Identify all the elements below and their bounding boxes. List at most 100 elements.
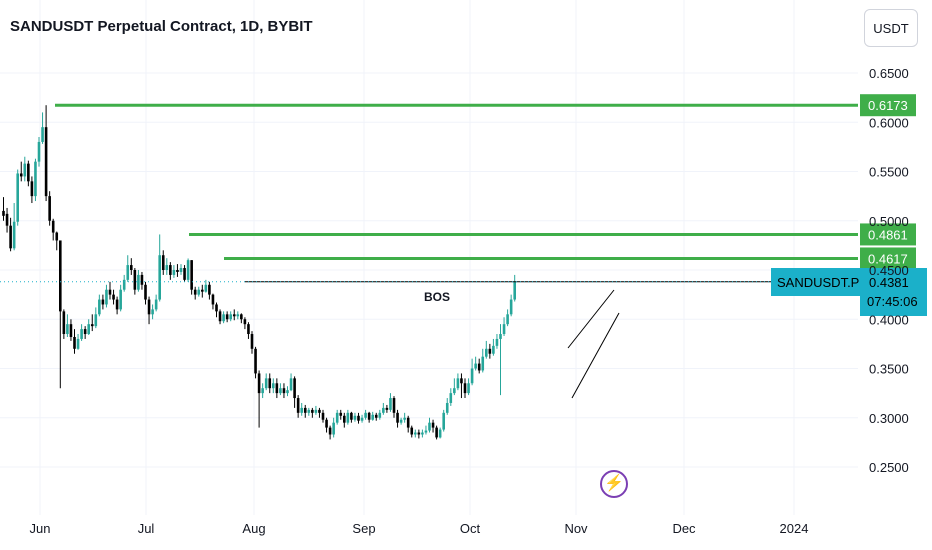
annotations: BOS SANDUSDT.P 0.4381 07:45:06 (0, 268, 927, 399)
candle-body (254, 348, 257, 374)
candle-body (137, 274, 140, 290)
horizontal-levels: 0.6173 0.4861 0.4617 (55, 94, 916, 270)
candle-body (225, 314, 229, 320)
candle-body (176, 270, 179, 272)
candle-body (325, 419, 328, 428)
x-tick-label: Jul (138, 521, 155, 536)
candle-body (218, 311, 222, 322)
candle-body (477, 363, 481, 371)
countdown-label: 07:45:06 (867, 294, 918, 309)
candle-body (506, 314, 509, 325)
candle-body (343, 415, 346, 423)
candle-body (112, 294, 115, 300)
candle-body (190, 260, 193, 290)
candle-body (339, 412, 343, 416)
candle-body (37, 141, 41, 162)
candle-body (122, 279, 126, 290)
candle-body (399, 419, 403, 423)
y-tick-label: 0.3500 (869, 362, 909, 377)
candle-body (485, 348, 488, 357)
candle-body (403, 417, 406, 420)
candle-body (396, 412, 399, 423)
candle-body (382, 407, 385, 413)
candle-body (62, 311, 66, 335)
candle-body (449, 393, 453, 403)
candle-body (350, 412, 353, 420)
candle-body (48, 196, 51, 221)
symbol-tag (771, 268, 860, 296)
candle-body (69, 324, 73, 337)
candle-body (41, 127, 44, 142)
candle-body (389, 398, 392, 410)
candle-body (335, 412, 339, 423)
tradingview-bolt-icon[interactable]: ⚡ (600, 470, 628, 498)
candle-body (98, 299, 101, 315)
candle-body (481, 356, 485, 371)
candle-body (30, 181, 34, 197)
level-price-tag (860, 94, 916, 117)
candle-body (300, 407, 303, 413)
candle-body (208, 284, 211, 295)
candle-body (27, 163, 30, 182)
candle-body (463, 383, 467, 394)
candle-body (261, 388, 264, 394)
candle-body (417, 432, 421, 435)
candle-body (2, 210, 5, 216)
candle-body (247, 324, 250, 335)
candle-body (513, 281, 516, 300)
wedge-lower-line (571, 312, 620, 399)
y-tick-label: 0.4500 (869, 263, 909, 278)
currency-selector-button[interactable]: USDT (864, 9, 918, 47)
candle-body (55, 232, 59, 241)
candle-body (275, 383, 279, 394)
candle-body (495, 338, 499, 346)
candle-body (5, 213, 9, 226)
candle-body (229, 314, 232, 320)
candle-body (264, 378, 268, 389)
candle-body (499, 334, 502, 339)
candle-body (243, 319, 247, 325)
candle-body (374, 414, 378, 418)
level-price-label: 0.6173 (868, 98, 908, 113)
candle-body (105, 289, 108, 305)
candle-body (108, 289, 112, 295)
candle-body (371, 414, 374, 420)
x-tick-label: Sep (352, 521, 375, 536)
candle-body (424, 430, 428, 433)
candle-body (133, 270, 137, 290)
candle-body (126, 265, 130, 280)
x-tick-label: Oct (460, 521, 481, 536)
candle-body (286, 390, 289, 394)
candle-body (90, 324, 94, 327)
candle-body (438, 429, 442, 438)
candle-body (453, 388, 456, 394)
candle-body (314, 409, 318, 413)
time-axis: Jun Jul Aug Sep Oct Nov Dec 2024 (30, 521, 809, 536)
candle-body (222, 314, 225, 322)
candle-body (179, 268, 183, 272)
y-tick-label: 0.4000 (869, 312, 909, 327)
candle-body (193, 289, 197, 295)
candle-body (456, 378, 460, 389)
symbol-tag-label: SANDUSDT.P (777, 275, 859, 290)
x-tick-label: Dec (672, 521, 696, 536)
x-tick-label: Nov (564, 521, 588, 536)
candle-body (272, 383, 275, 389)
candle-body (154, 299, 158, 310)
candle-body (169, 265, 172, 275)
level-price-label: 0.4617 (868, 251, 908, 266)
candle-body (296, 398, 300, 413)
candle-body (115, 299, 119, 310)
level-price-tag (860, 247, 916, 270)
x-tick-label: 2024 (780, 521, 809, 536)
candle-body (66, 324, 69, 335)
candle-body (183, 268, 186, 280)
x-tick-label: Jun (30, 521, 51, 536)
candle-body (51, 220, 55, 233)
candle-body (318, 409, 321, 413)
candle-body (80, 329, 83, 339)
candle-body (16, 173, 19, 222)
candle-body (204, 284, 208, 292)
candle-body (144, 284, 147, 300)
